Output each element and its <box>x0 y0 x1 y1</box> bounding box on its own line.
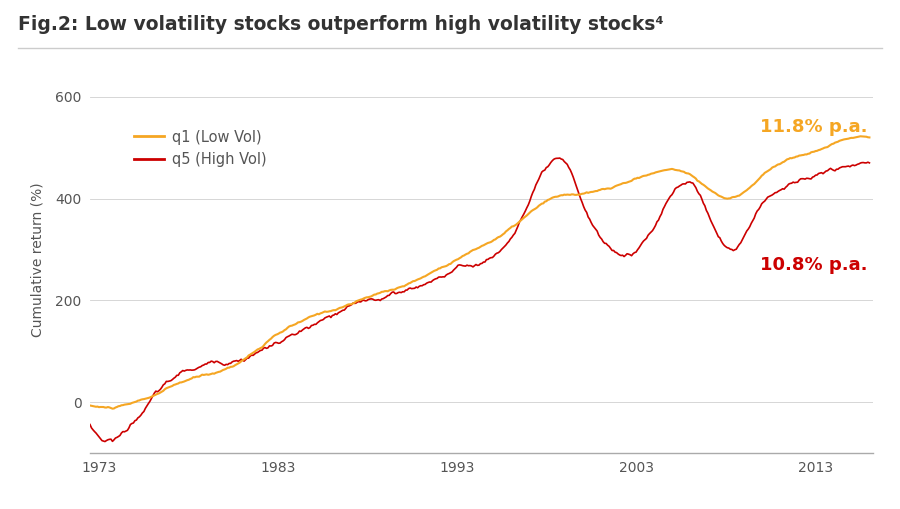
Text: 10.8% p.a.: 10.8% p.a. <box>760 256 868 274</box>
Text: Fig.2: Low volatility stocks outperform high volatility stocks⁴: Fig.2: Low volatility stocks outperform … <box>18 15 663 34</box>
Y-axis label: Cumulative return (%): Cumulative return (%) <box>31 182 44 337</box>
Legend: q1 (Low Vol), q5 (High Vol): q1 (Low Vol), q5 (High Vol) <box>129 124 273 173</box>
Text: 11.8% p.a.: 11.8% p.a. <box>760 118 868 136</box>
